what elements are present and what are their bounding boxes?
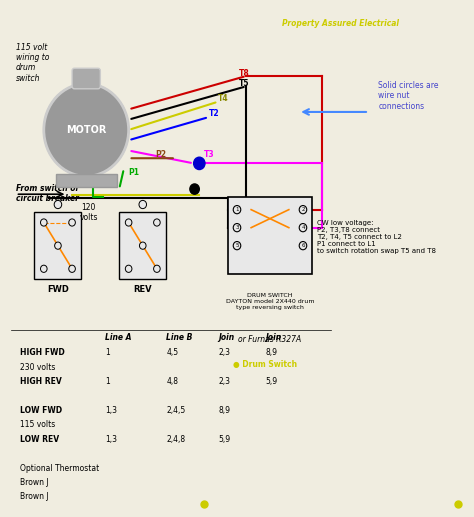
Text: T5: T5 [239,79,250,88]
FancyBboxPatch shape [72,68,100,89]
Text: Brown J: Brown J [20,478,49,487]
Text: 5,9: 5,9 [218,435,230,444]
Bar [55,174,117,187]
Text: 1,3: 1,3 [105,435,117,444]
Circle shape [40,219,47,226]
Circle shape [69,265,75,272]
Text: 2,4,8: 2,4,8 [166,435,185,444]
Text: T3: T3 [204,150,215,159]
Text: T4: T4 [218,94,229,102]
Circle shape [154,219,160,226]
Text: 230 volts: 230 volts [20,363,55,372]
Text: HIGH REV: HIGH REV [20,377,62,386]
Text: 2,3: 2,3 [218,377,230,386]
Text: 1: 1 [105,377,110,386]
Text: Join: Join [218,333,234,342]
Text: P2: P2 [155,150,166,159]
Text: T8: T8 [239,69,250,78]
Circle shape [139,242,146,249]
Circle shape [190,184,199,194]
Circle shape [55,242,61,249]
Circle shape [125,219,132,226]
Text: 1: 1 [105,348,110,357]
Text: 4,8: 4,8 [166,377,178,386]
Text: 5,9: 5,9 [265,377,277,386]
Text: DRUM SWITCH
DAYTON model 2X440 drum
type reversing switch: DRUM SWITCH DAYTON model 2X440 drum type… [226,294,314,310]
Text: T2: T2 [209,109,219,118]
Text: 1: 1 [235,207,239,212]
Text: ● Drum Switch: ● Drum Switch [233,360,297,369]
Text: Solid circles are
wire nut
connections: Solid circles are wire nut connections [378,81,439,111]
Text: 4: 4 [301,225,305,230]
Circle shape [40,265,47,272]
Circle shape [154,265,160,272]
Text: REV: REV [134,285,152,294]
Circle shape [69,219,75,226]
Bar [119,212,166,279]
Text: LOW FWD: LOW FWD [20,406,63,415]
Text: LOW REV: LOW REV [20,435,59,444]
Text: Join: Join [265,333,282,342]
Text: 8,9: 8,9 [218,406,230,415]
Circle shape [299,206,307,214]
Text: FWD: FWD [47,285,69,294]
Circle shape [139,201,146,209]
Text: Optional Thermostat: Optional Thermostat [20,464,100,473]
Text: Line A: Line A [105,333,132,342]
Text: 1,3: 1,3 [105,406,117,415]
Circle shape [299,223,307,232]
Text: 2,4,5: 2,4,5 [166,406,185,415]
Text: 120
volts: 120 volts [79,203,98,222]
Circle shape [194,157,205,170]
Text: 6: 6 [301,243,305,248]
Bar [228,197,312,274]
Text: Brown J: Brown J [20,493,49,501]
Text: Line B: Line B [166,333,193,342]
Circle shape [54,201,62,209]
Text: From switch or
circuit breaker: From switch or circuit breaker [16,184,79,203]
Circle shape [233,241,241,250]
Circle shape [125,265,132,272]
Circle shape [233,206,241,214]
Circle shape [44,84,128,176]
Text: 8,9: 8,9 [265,348,277,357]
Text: 115 volt
wiring to
drum
switch: 115 volt wiring to drum switch [16,42,49,83]
Text: P1: P1 [128,168,140,177]
Text: or Furnas R327A: or Furnas R327A [238,334,301,344]
Text: CW low voltage:
P2, T3,T8 connect
T2, T4, T5 connect to L2
P1 connect to L1
to s: CW low voltage: P2, T3,T8 connect T2, T4… [317,220,436,254]
Text: 2: 2 [301,207,305,212]
Text: Property Assured Electrical: Property Assured Electrical [282,19,399,28]
Bar [35,212,82,279]
Text: MOTOR: MOTOR [66,125,106,135]
Circle shape [299,241,307,250]
Text: 4,5: 4,5 [166,348,178,357]
Text: 5: 5 [235,243,239,248]
Text: 2,3: 2,3 [218,348,230,357]
Circle shape [233,223,241,232]
Text: 115 volts: 115 volts [20,420,55,430]
Text: 3: 3 [235,225,239,230]
Text: HIGH FWD: HIGH FWD [20,348,65,357]
